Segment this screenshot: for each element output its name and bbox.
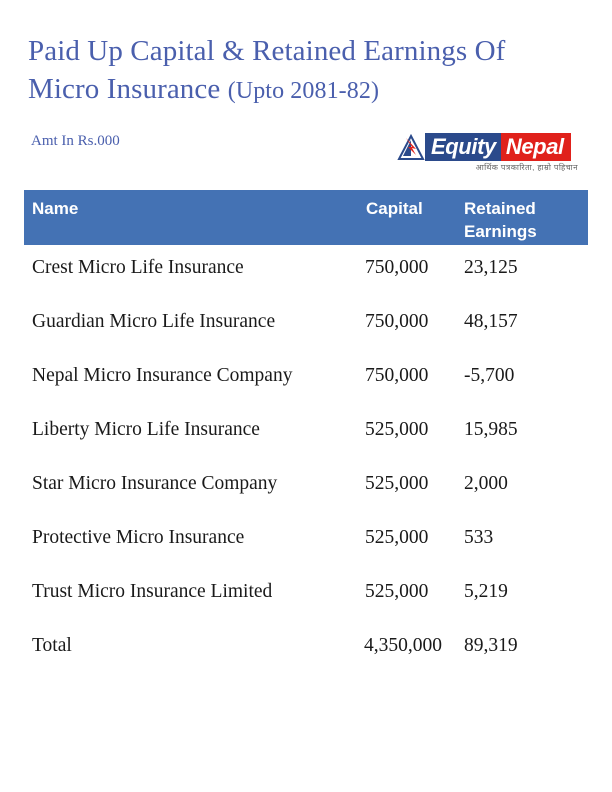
cell-retained-earnings: 533 — [464, 527, 494, 548]
cell-retained-earnings: -5,700 — [464, 365, 515, 386]
column-header-name: Name — [32, 199, 79, 218]
cell-name: Guardian Micro Life Insurance — [32, 311, 276, 332]
table-total-row: Total 4,350,000 89,319 — [24, 633, 588, 687]
cell-capital: 750,000 — [365, 365, 429, 386]
equity-nepal-logo: Equity Nepal आर्थिक पत्रकारिता, हाम्रो प… — [396, 132, 580, 178]
cell-capital: 750,000 — [365, 257, 429, 278]
cell-retained-earnings: 5,219 — [464, 581, 508, 602]
cell-retained-earnings: 2,000 — [464, 473, 508, 494]
cell-name: Protective Micro Insurance — [32, 527, 245, 548]
table-row: Star Micro Insurance Company 525,000 2,0… — [24, 471, 588, 525]
cell-retained-earnings: 23,125 — [464, 257, 518, 278]
cell-name: Star Micro Insurance Company — [32, 473, 278, 494]
mountain-triangle-icon — [397, 134, 425, 160]
logo-word-equity: Equity — [425, 133, 501, 161]
cell-name: Crest Micro Life Insurance — [32, 257, 244, 278]
cell-capital: 525,000 — [365, 527, 429, 548]
table-row: Guardian Micro Life Insurance 750,000 48… — [24, 309, 588, 363]
cell-name: Trust Micro Insurance Limited — [32, 581, 273, 602]
cell-capital: 525,000 — [365, 473, 429, 494]
cell-total-capital: 4,350,000 — [364, 635, 442, 656]
cell-total-retained-earnings: 89,319 — [464, 635, 518, 656]
table-row: Crest Micro Life Insurance 750,000 23,12… — [24, 255, 588, 309]
cell-retained-earnings: 48,157 — [464, 311, 518, 332]
table-body: Crest Micro Life Insurance 750,000 23,12… — [24, 245, 588, 687]
cell-capital: 750,000 — [365, 311, 429, 332]
title-line-1: Paid Up Capital & Retained Earnings Of — [28, 35, 506, 67]
title-line-2: Micro Insurance (Upto 2081-82) — [28, 70, 573, 110]
cell-name: Liberty Micro Life Insurance — [32, 419, 260, 440]
cell-name: Nepal Micro Insurance Company — [32, 365, 293, 386]
table-row: Protective Micro Insurance 525,000 533 — [24, 525, 588, 579]
cell-total-label: Total — [32, 635, 72, 656]
amount-unit-note: Amt In Rs.000 — [31, 133, 120, 149]
cell-retained-earnings: 15,985 — [464, 419, 518, 440]
title-line-2-main: Micro Insurance — [28, 73, 228, 105]
column-header-retained-earnings: Retained Earnings — [464, 199, 537, 241]
cell-capital: 525,000 — [365, 581, 429, 602]
micro-insurance-table: Name Capital Retained Earnings Crest Mic… — [24, 190, 588, 687]
logo-wordmark: Equity Nepal — [425, 133, 571, 161]
table-row: Liberty Micro Life Insurance 525,000 15,… — [24, 417, 588, 471]
title-period-suffix: (Upto 2081-82) — [227, 78, 380, 104]
page-title: Paid Up Capital & Retained Earnings Of M… — [28, 32, 573, 110]
logo-tagline: आर्थिक पत्रकारिता, हाम्रो पहिचान — [475, 163, 578, 172]
table-row: Nepal Micro Insurance Company 750,000 -5… — [24, 363, 588, 417]
table-header-row: Name Capital Retained Earnings — [24, 190, 588, 245]
column-header-capital: Capital — [366, 199, 423, 218]
table-row: Trust Micro Insurance Limited 525,000 5,… — [24, 579, 588, 633]
cell-capital: 525,000 — [365, 419, 429, 440]
logo-word-nepal: Nepal — [500, 133, 571, 161]
